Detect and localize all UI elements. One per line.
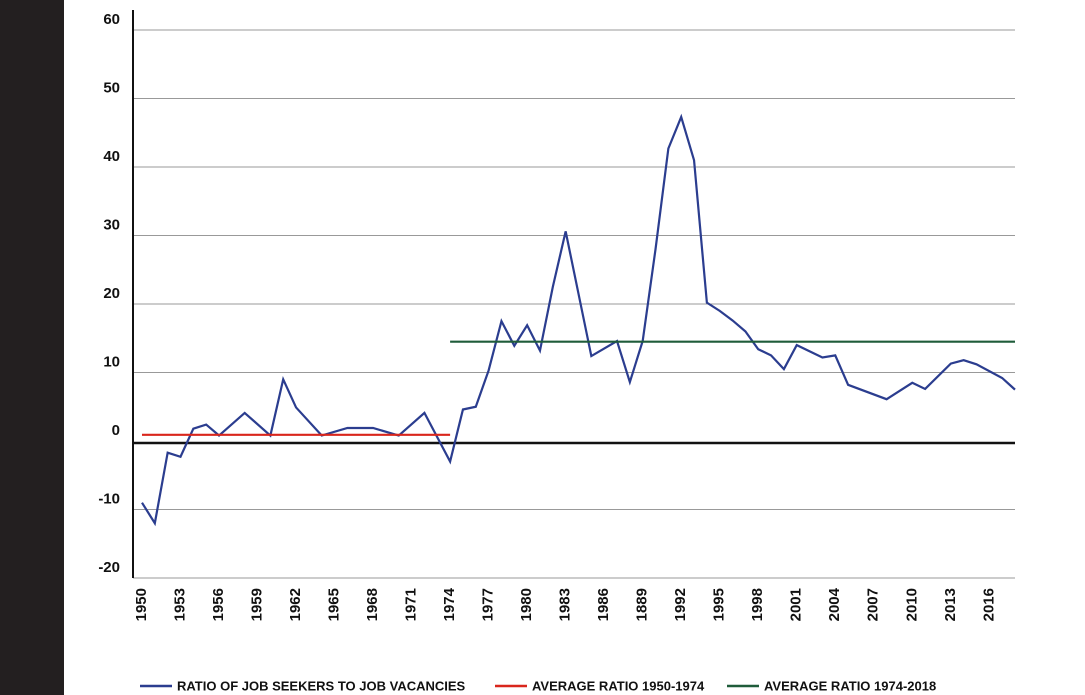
x-tick-label: 2007 xyxy=(865,588,882,621)
y-tick-label: 10 xyxy=(103,353,120,370)
sidebar xyxy=(0,0,64,695)
x-tick-label: 1950 xyxy=(133,588,150,621)
y-tick-label: 60 xyxy=(103,11,120,28)
x-tick-label: 1998 xyxy=(749,588,766,621)
y-tick-label: 30 xyxy=(103,216,120,233)
x-tick-label: 1953 xyxy=(171,588,188,621)
x-tick-label: 1995 xyxy=(711,588,728,621)
x-tick-label: 1959 xyxy=(249,588,266,621)
legend-label: RATIO OF JOB SEEKERS TO JOB VACANCIES xyxy=(177,678,466,693)
x-tick-label: 1974 xyxy=(441,587,458,621)
x-tick-label: 1992 xyxy=(672,588,689,621)
legend-label: AVERAGE RATIO 1950-1974 xyxy=(532,678,705,693)
y-tick-label: -10 xyxy=(98,490,120,507)
x-tick-label: 1971 xyxy=(403,588,420,621)
x-tick-label: 2013 xyxy=(942,588,959,621)
y-tick-label: 40 xyxy=(103,148,120,165)
series-line xyxy=(141,113,1016,527)
x-tick-label: 2016 xyxy=(980,588,997,621)
x-tick-label: 2010 xyxy=(903,588,920,621)
y-tick-label: 20 xyxy=(103,285,120,302)
x-tick-label: 1968 xyxy=(364,588,381,621)
legend-label: AVERAGE RATIO 1974-2018 xyxy=(764,678,936,693)
y-tick-label: -20 xyxy=(98,559,120,576)
x-tick-label: 1980 xyxy=(518,588,535,621)
x-tick-label: 1965 xyxy=(326,588,343,621)
x-tick-label: 1889 xyxy=(634,588,651,621)
x-tick-label: 1986 xyxy=(595,588,612,621)
x-tick-label: 2004 xyxy=(826,587,843,621)
y-tick-label: 0 xyxy=(112,422,120,439)
x-tick-label: 1956 xyxy=(210,588,227,621)
x-tick-label: 1983 xyxy=(557,588,574,621)
x-tick-label: 2001 xyxy=(788,588,805,621)
x-tick-label: 1977 xyxy=(480,588,497,621)
x-tick-label: 1962 xyxy=(287,588,304,621)
y-tick-label: 50 xyxy=(103,79,120,96)
